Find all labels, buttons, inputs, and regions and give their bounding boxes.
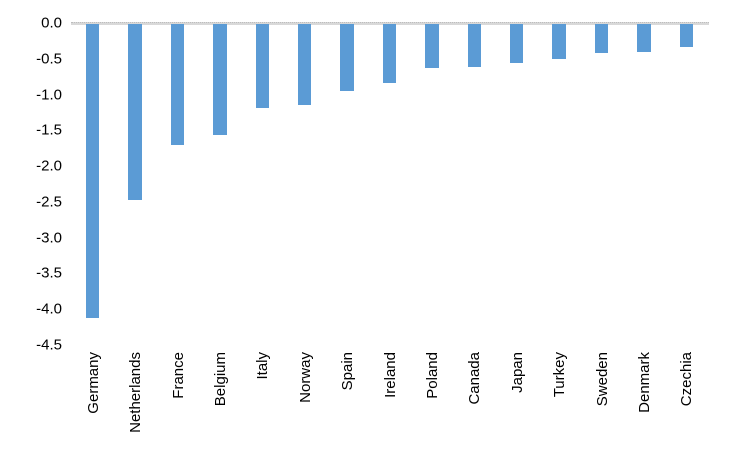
x-axis-category-text: Belgium: [211, 352, 229, 407]
bar-sweden: [594, 24, 609, 54]
bar-spain: [340, 24, 354, 91]
bar-poland: [425, 24, 439, 69]
x-axis-category-text: Czechia: [678, 352, 696, 407]
bar-germany: [85, 24, 100, 318]
y-axis-tick-label--4.5: -4.5: [36, 336, 62, 354]
bar-denmark: [637, 24, 651, 52]
x-axis-category-text: Japan: [508, 352, 526, 393]
bar-france: [170, 24, 185, 146]
x-axis-category-text: Germany: [84, 352, 102, 414]
y-axis-tick-label--0.5: -0.5: [36, 50, 62, 68]
bar-japan: [509, 24, 524, 64]
bar-canada: [467, 24, 482, 67]
x-axis-category-text: Sweden: [593, 352, 611, 407]
bar-turkey: [552, 24, 566, 60]
x-axis-category-text: Canada: [466, 352, 484, 405]
y-axis-tick-label-0.0: 0.0: [41, 14, 62, 32]
y-axis-tick-label--2.0: -2.0: [36, 157, 62, 175]
bar-netherlands: [128, 24, 142, 201]
x-axis-category-text: Spain: [339, 352, 357, 391]
x-axis-category-text: Ireland: [381, 352, 399, 398]
x-axis-category-text: Denmark: [635, 352, 653, 413]
y-axis-tick-label--1.5: -1.5: [36, 121, 62, 139]
y-axis-tick-label--3.5: -3.5: [36, 264, 62, 282]
bar-belgium: [213, 24, 227, 135]
x-axis-category-text: Netherlands: [127, 352, 145, 433]
y-axis-tick-label--4.0: -4.0: [36, 300, 62, 318]
bar-norway: [297, 24, 312, 105]
x-axis-category-text: Norway: [296, 352, 314, 403]
x-axis-category-text: Italy: [254, 352, 272, 380]
x-axis-category-text: Turkey: [551, 352, 569, 398]
bar-italy: [255, 24, 270, 109]
x-axis-category-text: France: [169, 352, 187, 399]
y-axis-tick-label--2.5: -2.5: [36, 193, 62, 211]
bar-ireland: [382, 24, 397, 84]
bar-czechia: [679, 24, 694, 48]
y-axis-tick-label--3.0: -3.0: [36, 229, 62, 247]
y-axis-tick-label--1.0: -1.0: [36, 86, 62, 104]
x-axis-category-text: Poland: [423, 352, 441, 399]
zero-gridline: [71, 21, 709, 25]
